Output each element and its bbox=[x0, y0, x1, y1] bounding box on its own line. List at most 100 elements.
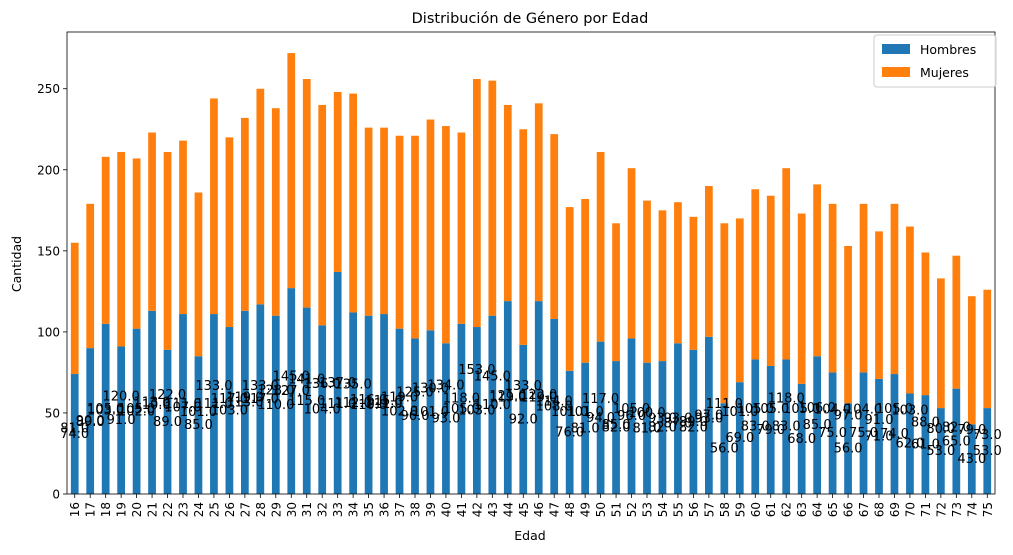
bar-mujeres-69 bbox=[890, 203, 899, 375]
x-tick-label-44: 44 bbox=[501, 502, 515, 517]
bar-hombres-67 bbox=[859, 372, 868, 494]
bar-hombres-34 bbox=[349, 312, 357, 494]
data-label-mujeres-18: 103.0 bbox=[87, 404, 124, 419]
x-tick-label-75: 75 bbox=[981, 502, 995, 517]
bar-mujeres-16 bbox=[70, 242, 79, 375]
data-label-hombres-61: 79.0 bbox=[756, 423, 785, 438]
data-label-mujeres-19: 120.0 bbox=[103, 390, 140, 405]
x-tick-label-72: 72 bbox=[934, 502, 948, 517]
x-tick-label-59: 59 bbox=[733, 502, 747, 517]
data-label-mujeres-20: 105.0 bbox=[118, 402, 155, 417]
bar-mujeres-54 bbox=[658, 210, 667, 362]
bar-hombres-44 bbox=[503, 301, 512, 494]
x-tick-label-36: 36 bbox=[378, 502, 392, 517]
bar-mujeres-20 bbox=[132, 158, 141, 329]
data-label-hombres-43: 110.0 bbox=[474, 398, 511, 413]
bar-mujeres-22 bbox=[163, 151, 172, 350]
legend: Hombres Mujeres bbox=[873, 34, 997, 88]
x-tick-label-31: 31 bbox=[300, 502, 314, 517]
bar-mujeres-36 bbox=[380, 127, 388, 315]
x-tick-label-26: 26 bbox=[223, 502, 237, 517]
y-tick-labels: 0 50 100 150 200 250 bbox=[37, 82, 67, 502]
bar-mujeres-55 bbox=[674, 202, 682, 344]
x-tick-label-60: 60 bbox=[749, 502, 763, 517]
data-label-hombres-68: 71.0 bbox=[865, 429, 894, 444]
data-label-mujeres-59: 101.0 bbox=[721, 405, 758, 420]
data-label-mujeres-51: 85.0 bbox=[602, 418, 631, 433]
x-tick-label-40: 40 bbox=[439, 502, 453, 517]
data-label-hombres-47: 108.0 bbox=[536, 399, 573, 414]
x-tick-label-21: 21 bbox=[146, 502, 160, 517]
bar-mujeres-26 bbox=[225, 137, 234, 328]
data-label-hombres-50: 94.0 bbox=[586, 411, 615, 426]
data-label-hombres-34: 112.0 bbox=[335, 396, 372, 411]
data-label-hombres-48: 76.0 bbox=[555, 425, 584, 440]
x-tick-label-18: 18 bbox=[99, 502, 113, 517]
x-tick-label-49: 49 bbox=[579, 502, 593, 517]
x-tick-label-19: 19 bbox=[115, 502, 129, 517]
bar-mujeres-74 bbox=[967, 296, 976, 425]
bar-hombres-24 bbox=[194, 356, 203, 494]
bar-hombres-35 bbox=[364, 315, 373, 494]
x-tick-label-33: 33 bbox=[331, 502, 345, 517]
bar-mujeres-21 bbox=[148, 132, 156, 311]
data-label-mujeres-63: 105.0 bbox=[783, 402, 820, 417]
bar-mujeres-75 bbox=[983, 289, 992, 409]
bar-hombres-26 bbox=[225, 327, 234, 494]
data-label-hombres-69: 74.0 bbox=[880, 427, 909, 442]
bar-mujeres-53 bbox=[643, 200, 651, 363]
x-tick-label-45: 45 bbox=[517, 502, 531, 517]
bar-mujeres-38 bbox=[411, 135, 419, 339]
data-label-mujeres-35: 116.0 bbox=[350, 393, 387, 408]
data-label-hombres-23: 111.0 bbox=[164, 397, 201, 412]
data-label-mujeres-50: 117.0 bbox=[582, 392, 619, 407]
x-tick-label-52: 52 bbox=[625, 502, 639, 517]
x-tick-label-47: 47 bbox=[548, 502, 562, 517]
legend-swatch-mujeres bbox=[882, 67, 910, 77]
bar-mujeres-47 bbox=[550, 134, 559, 319]
x-tick-label-50: 50 bbox=[594, 502, 608, 517]
data-label-mujeres-49: 101.0 bbox=[567, 405, 604, 420]
bar-mujeres-29 bbox=[271, 108, 280, 316]
bar-hombres-25 bbox=[210, 314, 218, 494]
x-tick-label-48: 48 bbox=[563, 502, 577, 517]
bar-mujeres-17 bbox=[86, 203, 95, 349]
bar-mujeres-58 bbox=[720, 223, 729, 404]
data-label-mujeres-29: 128.0 bbox=[257, 383, 294, 398]
bar-mujeres-66 bbox=[844, 245, 852, 404]
data-label-mujeres-58: 111.0 bbox=[706, 397, 743, 412]
bar-hombres-22 bbox=[163, 349, 172, 494]
x-tick-label-35: 35 bbox=[362, 502, 376, 517]
data-label-mujeres-32: 136.0 bbox=[304, 377, 341, 392]
data-label-mujeres-66: 97.0 bbox=[834, 408, 863, 423]
data-label-hombres-19: 91.0 bbox=[107, 413, 136, 428]
x-tick-label-17: 17 bbox=[84, 502, 98, 517]
y-tick-label-250: 250 bbox=[37, 82, 60, 96]
data-label-hombres-20: 102.0 bbox=[118, 404, 155, 419]
bar-hombres-23 bbox=[179, 314, 187, 494]
data-label-hombres-64: 85.0 bbox=[803, 418, 832, 433]
bar-mujeres-43 bbox=[488, 80, 497, 316]
x-tick-label-43: 43 bbox=[486, 502, 500, 517]
bar-mujeres-51 bbox=[612, 223, 620, 362]
data-label-mujeres-72: 80.0 bbox=[926, 422, 955, 437]
x-tick-label-71: 71 bbox=[919, 502, 933, 517]
data-label-hombres-66: 56.0 bbox=[834, 442, 863, 457]
data-label-hombres-63: 68.0 bbox=[787, 432, 816, 447]
data-label-mujeres-26: 117.0 bbox=[211, 392, 248, 407]
x-tick-label-27: 27 bbox=[238, 502, 252, 517]
x-tick-label-37: 37 bbox=[393, 502, 407, 517]
bar-mujeres-64 bbox=[813, 184, 821, 357]
data-label-mujeres-36: 115.0 bbox=[365, 394, 402, 409]
data-label-mujeres-47: 114.0 bbox=[536, 395, 573, 410]
data-label-hombres-74: 43.0 bbox=[957, 452, 986, 467]
data-label-hombres-33: 137.0 bbox=[319, 376, 356, 391]
bar-hombres-52 bbox=[627, 338, 636, 494]
x-tick-label-58: 58 bbox=[718, 502, 732, 517]
bar-hombres-36 bbox=[380, 314, 388, 494]
bar-mujeres-39 bbox=[426, 119, 435, 331]
bar-mujeres-19 bbox=[117, 151, 125, 347]
data-label-mujeres-28: 133.0 bbox=[242, 379, 279, 394]
bar-mujeres-70 bbox=[906, 226, 914, 394]
